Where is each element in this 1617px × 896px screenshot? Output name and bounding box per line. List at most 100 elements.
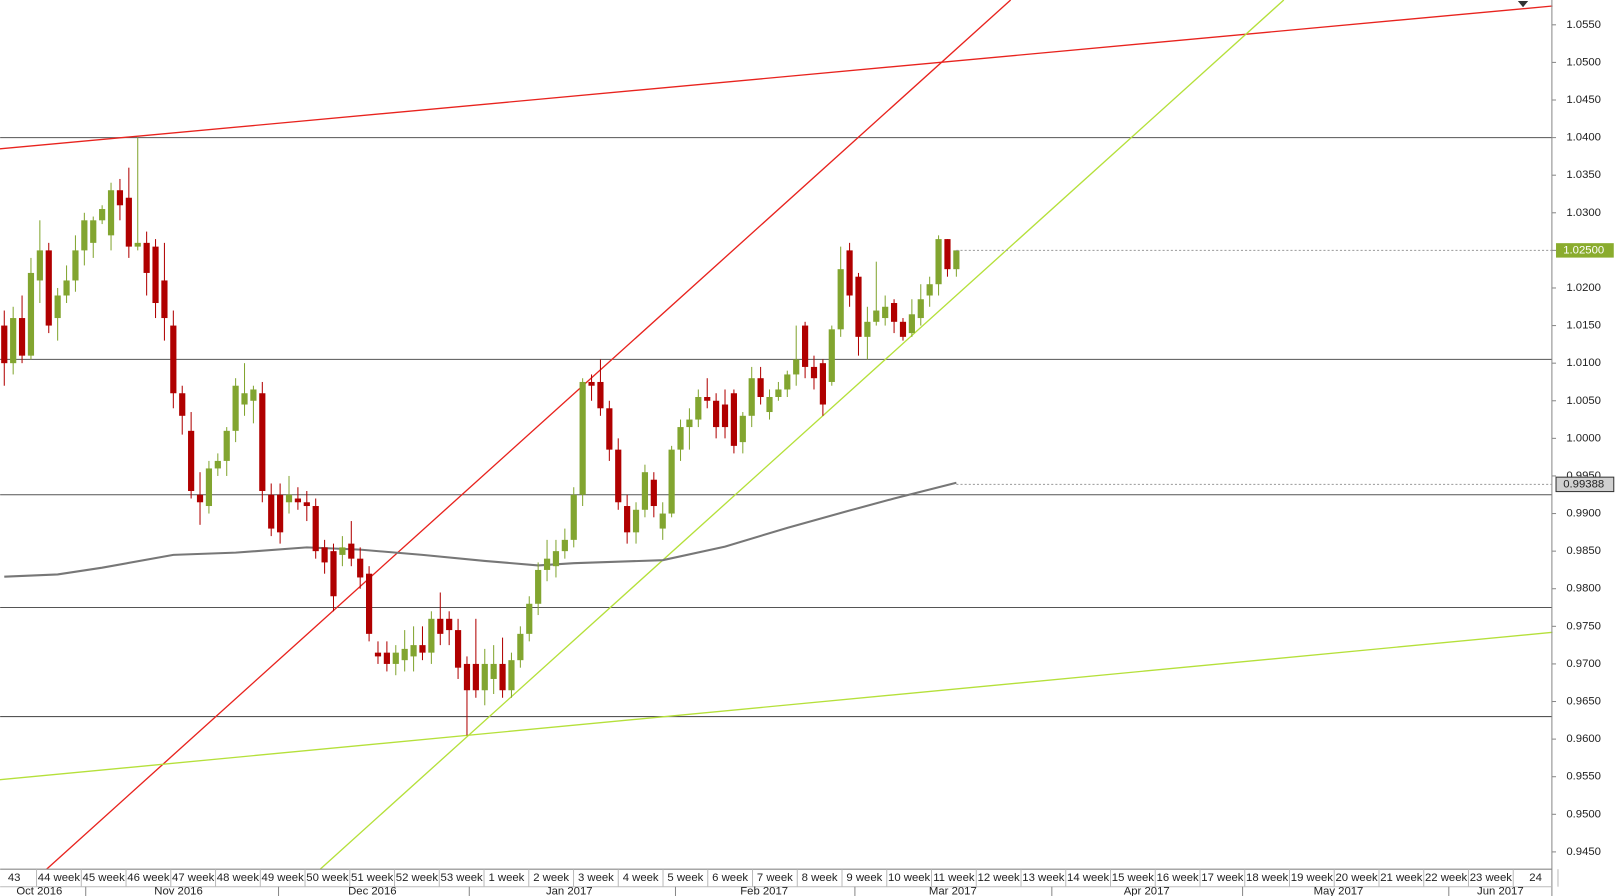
- candle-body: [196, 494, 204, 503]
- candle-body: [855, 276, 862, 337]
- candle-body: [250, 389, 257, 401]
- candle-body: [312, 506, 319, 552]
- candle-body: [277, 494, 284, 533]
- candle-body: [819, 363, 826, 405]
- candle-body: [99, 209, 106, 221]
- candle-body: [134, 242, 141, 247]
- candle-body: [481, 663, 488, 691]
- scroll-marker: [1517, 1, 1529, 8]
- candle-body: [214, 460, 221, 469]
- candle-body: [303, 502, 310, 507]
- candle-body: [686, 419, 693, 428]
- candle-body: [597, 381, 604, 409]
- candle-body: [90, 220, 97, 243]
- candle-body: [223, 430, 230, 461]
- week-label: 16 week: [1157, 872, 1200, 884]
- candle-body: [490, 663, 497, 679]
- week-label: 5 week: [667, 872, 703, 884]
- week-label: 7 week: [757, 872, 793, 884]
- month-label: Nov 2016: [154, 885, 202, 896]
- candle-body: [321, 547, 328, 563]
- week-label: 10 week: [888, 872, 931, 884]
- candle-body: [615, 449, 622, 503]
- candle-body: [410, 645, 417, 657]
- y-tick-label: 1.0550: [1566, 19, 1601, 31]
- week-label: 23 week: [1470, 872, 1513, 884]
- candle-body: [917, 299, 924, 319]
- candle-body: [802, 325, 809, 367]
- candle-body: [365, 573, 373, 634]
- candle-body: [641, 472, 649, 510]
- candle-body: [125, 197, 132, 247]
- candle-body: [535, 569, 542, 604]
- week-label: 19 week: [1291, 872, 1334, 884]
- candle-body: [285, 494, 293, 503]
- candle-body: [294, 498, 301, 503]
- trend-line: [0, 5, 1553, 150]
- candle-body: [357, 558, 364, 578]
- candle-body: [526, 603, 533, 634]
- candle-body: [454, 630, 462, 668]
- y-tick-label: 1.0350: [1566, 169, 1601, 181]
- week-label: 50 week: [306, 872, 349, 884]
- week-label: 53 week: [441, 872, 484, 884]
- candle-body: [81, 220, 88, 251]
- candle-body: [882, 306, 889, 319]
- candle-body: [953, 250, 960, 270]
- y-tick-label: 1.0300: [1566, 207, 1601, 219]
- candle-body: [27, 272, 35, 356]
- y-tick-label: 1.0200: [1566, 282, 1601, 294]
- candle-body: [517, 633, 524, 661]
- y-tick-label: 1.0450: [1566, 94, 1601, 106]
- week-label: 6 week: [712, 872, 748, 884]
- candle-body: [828, 329, 835, 382]
- y-tick-label: 1.0400: [1566, 132, 1601, 144]
- candle-body: [570, 494, 577, 540]
- week-label: 46 week: [127, 872, 170, 884]
- candle-body: [757, 378, 764, 398]
- candle-body: [18, 318, 26, 356]
- y-tick-label: 0.9700: [1566, 658, 1601, 670]
- y-tick-label: 1.0500: [1566, 56, 1601, 68]
- candle-body: [170, 325, 177, 394]
- week-label: 12 week: [978, 872, 1021, 884]
- week-label: 2 week: [533, 872, 569, 884]
- candle-body: [54, 295, 61, 319]
- week-label: 1 week: [488, 872, 524, 884]
- month-label: May 2017: [1314, 885, 1364, 896]
- candle-body: [339, 547, 346, 555]
- candle-body: [188, 430, 195, 491]
- plot-area: [0, 0, 1553, 870]
- candle-body: [508, 660, 515, 691]
- candle-body: [561, 539, 568, 552]
- candle-body: [499, 663, 506, 691]
- week-label: 21 week: [1380, 872, 1423, 884]
- week-label: 14 week: [1067, 872, 1110, 884]
- week-label: 51 week: [351, 872, 394, 884]
- candle-body: [205, 468, 213, 507]
- week-label: 22 week: [1425, 872, 1468, 884]
- moving-average: [4, 481, 957, 578]
- week-label: 24: [1529, 872, 1542, 884]
- candle-body: [846, 250, 853, 296]
- candle-body: [401, 648, 408, 661]
- y-tick-label: 0.9550: [1566, 771, 1601, 783]
- month-label: Oct 2016: [16, 885, 62, 896]
- candle-body: [704, 397, 711, 401]
- candle-body: [259, 393, 266, 491]
- week-label: 45 week: [83, 872, 126, 884]
- candle-body: [908, 314, 915, 334]
- candle-body: [392, 652, 399, 664]
- y-tick-label: 0.9800: [1566, 583, 1601, 595]
- trend-line: [0, 631, 1553, 781]
- candle-body: [232, 385, 239, 431]
- candle-body: [730, 393, 738, 446]
- month-label: Dec 2016: [348, 885, 397, 896]
- candle-body: [632, 509, 640, 533]
- y-tick-label: 0.9450: [1566, 846, 1601, 858]
- candle-body: [45, 250, 52, 326]
- candle-body: [944, 239, 951, 270]
- week-label: 8 week: [802, 872, 838, 884]
- month-label: Jun 2017: [1477, 885, 1524, 896]
